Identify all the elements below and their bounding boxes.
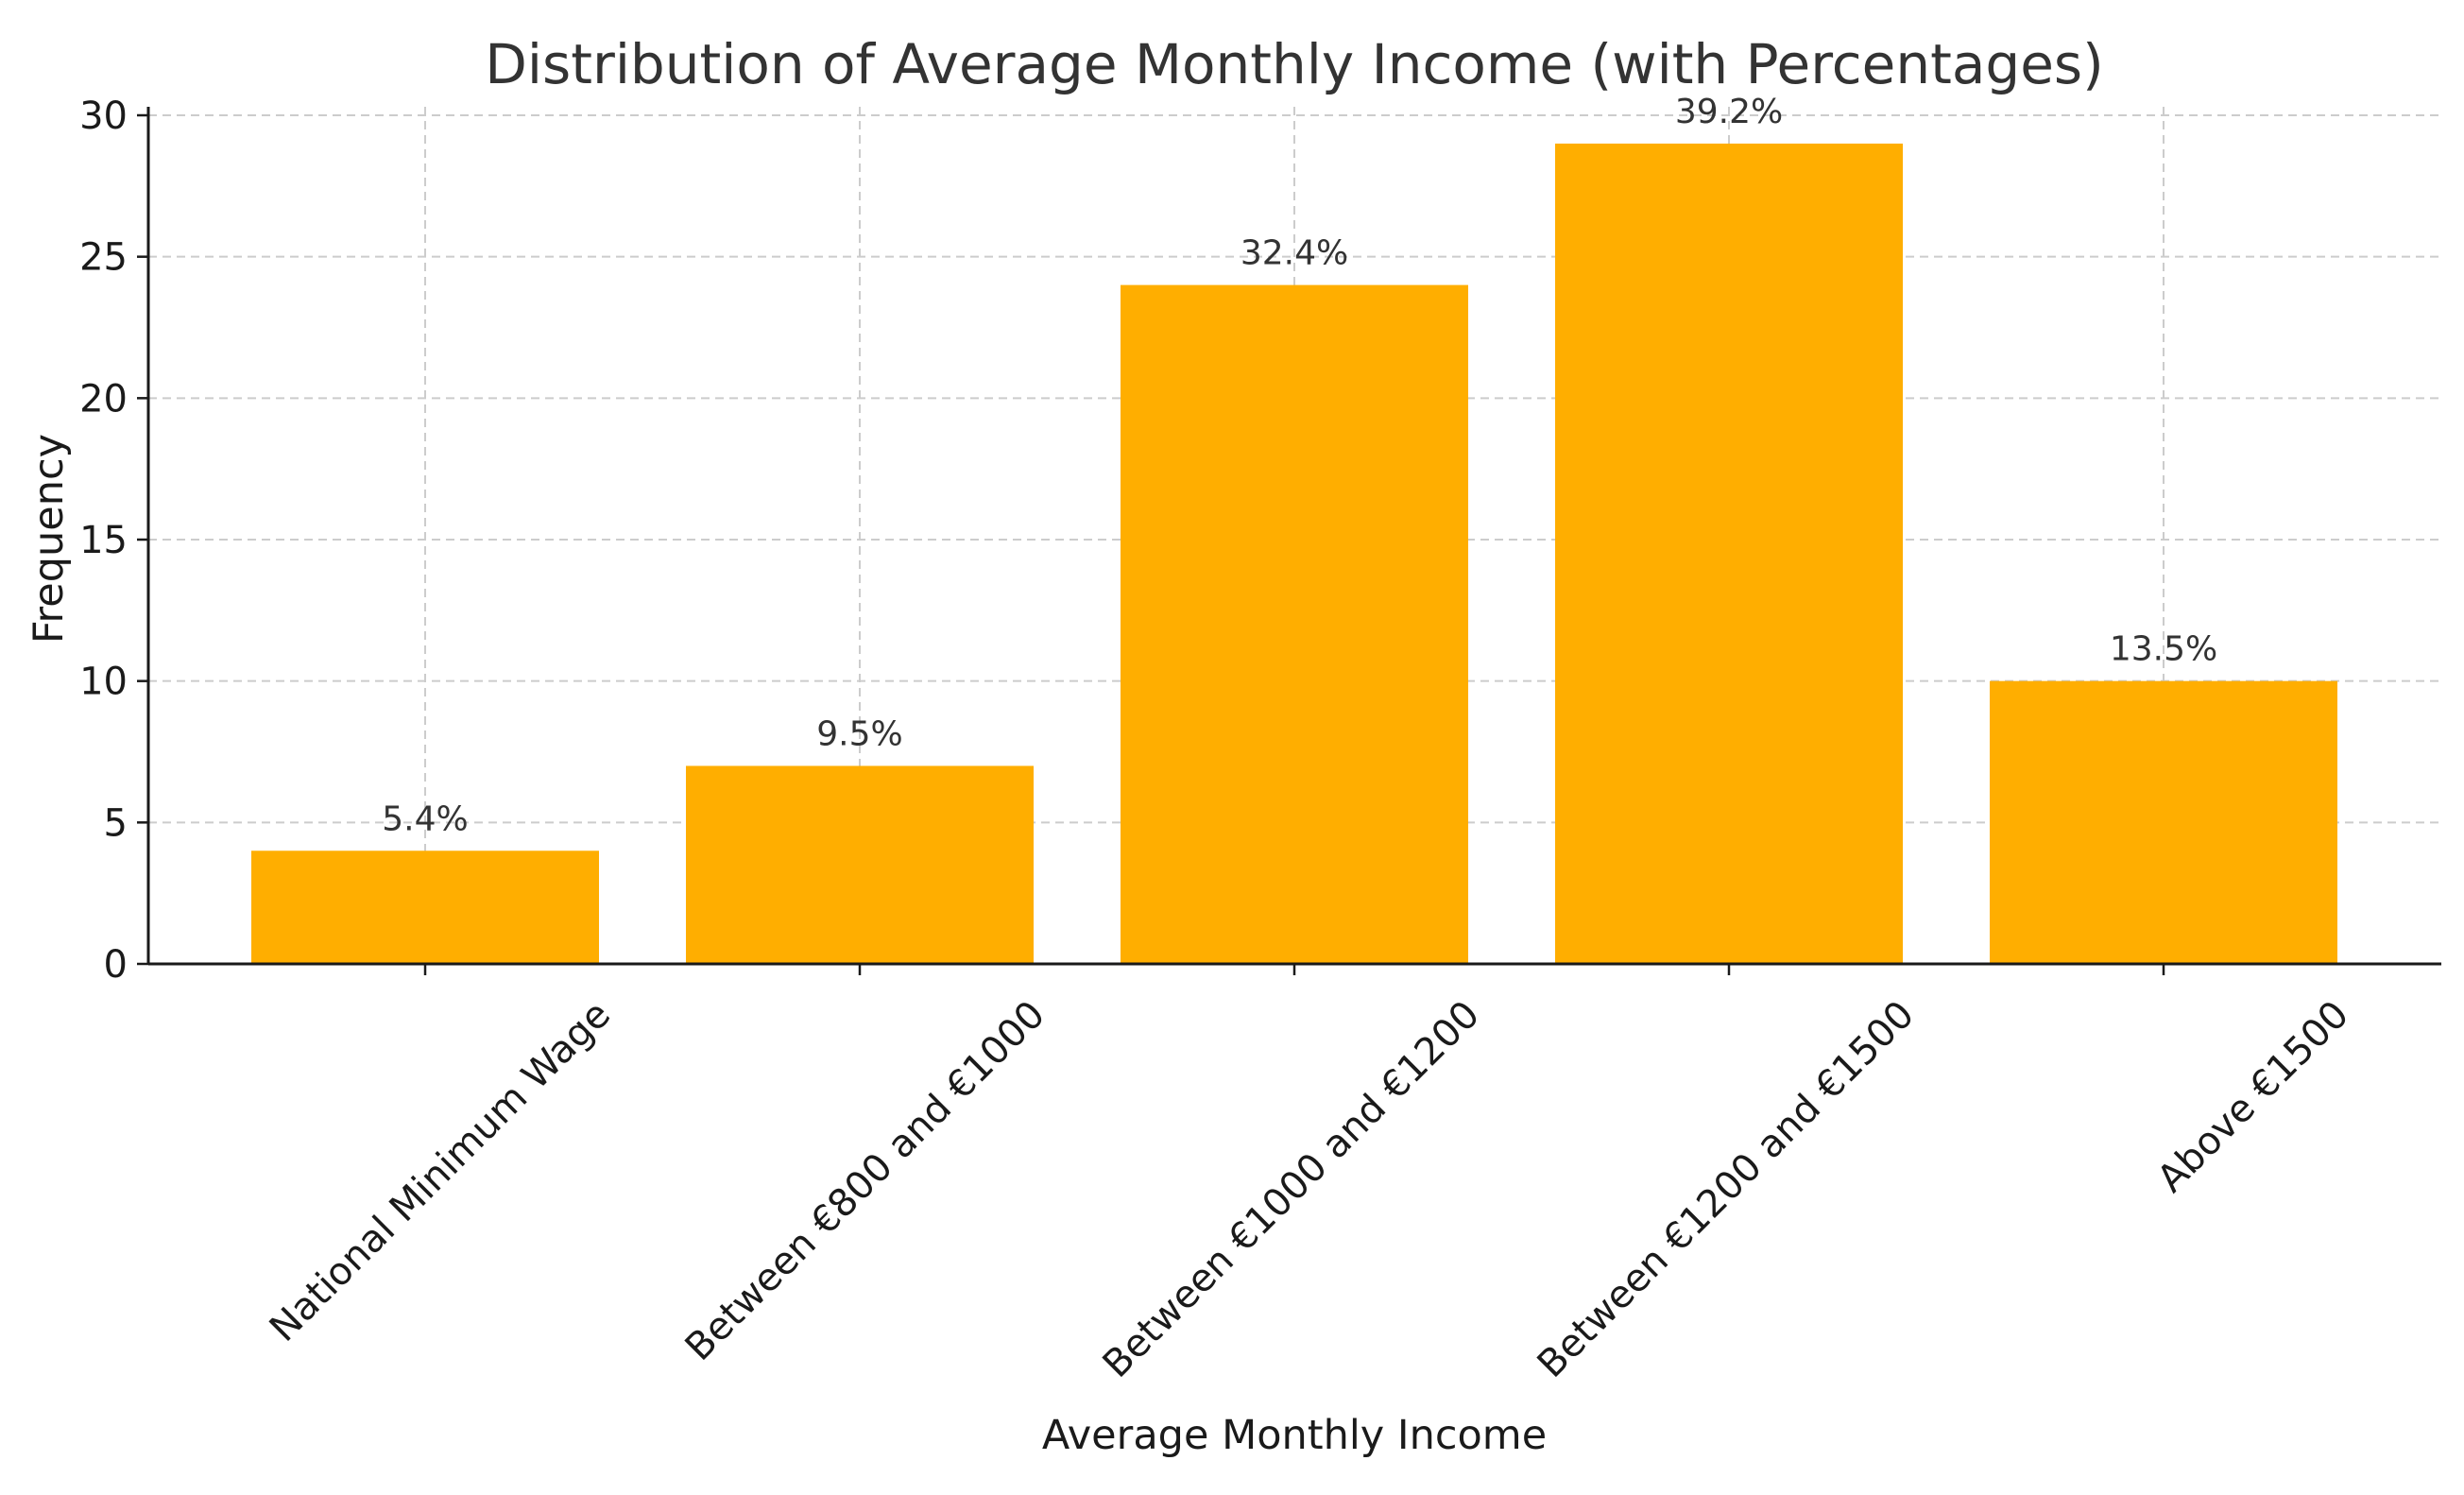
y-tick-label: 20: [79, 377, 128, 421]
x-tick-label: Between €1200 and €1500: [1530, 993, 1923, 1386]
bar-data-label: 5.4%: [382, 799, 468, 838]
y-tick-label: 15: [79, 519, 128, 562]
bars: [251, 143, 2337, 965]
bar: [686, 765, 1034, 964]
bar: [1555, 143, 1903, 964]
y-axis-label: Frequency: [26, 434, 73, 644]
x-tick-label: Above €1500: [2149, 993, 2357, 1201]
x-axis-label: Average Monthly Income: [1042, 1412, 1547, 1459]
y-tick-label: 5: [104, 801, 128, 845]
bar: [1990, 680, 2337, 964]
data-labels: 5.4% 9.5% 32.4% 39.2% 13.5%: [382, 93, 2217, 838]
y-tick-label: 25: [79, 236, 128, 280]
bar: [1121, 284, 1468, 965]
bar-data-label: 13.5%: [2110, 630, 2217, 669]
chart-title: Distribution of Average Monthly Income (…: [485, 32, 2104, 96]
y-tick-label: 10: [79, 661, 128, 704]
bar-data-label: 32.4%: [1241, 234, 1348, 273]
bar: [251, 851, 599, 964]
bar-data-label: 9.5%: [816, 714, 902, 753]
x-tick-label: Between €1000 and €1200: [1095, 993, 1488, 1386]
y-tick-label: 30: [79, 95, 128, 138]
bar-data-label: 39.2%: [1675, 93, 1783, 131]
y-tick-label: 0: [104, 943, 128, 987]
x-tick-label: National Minimum Wage: [262, 993, 619, 1350]
x-tick-label: Between €800 and €1000: [677, 993, 1053, 1369]
